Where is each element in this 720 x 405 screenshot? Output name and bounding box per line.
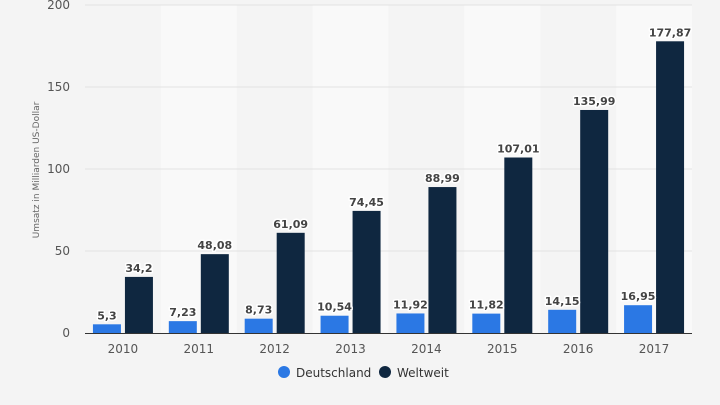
bar-weltweit-2015[interactable] [504, 157, 533, 333]
x-tick-2016: 2016 [563, 342, 594, 356]
bar-weltweit-2013[interactable] [352, 210, 381, 333]
data-label-deutschland-2011: 7,23 [169, 306, 196, 319]
bar-weltweit-2014[interactable] [428, 187, 457, 333]
data-label-weltweit-2010: 34,2 [125, 262, 152, 275]
y-tick-200: 200 [47, 0, 70, 12]
bar-deutschland-2011[interactable] [168, 321, 197, 333]
data-label-weltweit-2013: 74,45 [349, 196, 384, 209]
data-label-deutschland-2013: 10,54 [317, 301, 352, 314]
bar-deutschland-2017[interactable] [624, 305, 653, 333]
legend-item-weltweit[interactable]: Weltweit [379, 366, 449, 380]
y-axis-ticks: 0 50 100 150 200 [47, 0, 70, 340]
data-label-weltweit-2017: 177,87 [649, 26, 691, 39]
bar-deutschland-2010[interactable] [92, 324, 121, 333]
bar-deutschland-2014[interactable] [396, 313, 425, 333]
data-label-deutschland-2012: 8,73 [245, 304, 272, 317]
data-label-weltweit-2015: 107,01 [497, 143, 539, 156]
data-label-weltweit-2014: 88,99 [425, 172, 460, 185]
bar-deutschland-2016[interactable] [548, 309, 577, 333]
bar-deutschland-2015[interactable] [472, 313, 501, 333]
x-tick-2015: 2015 [487, 342, 518, 356]
x-tick-2010: 2010 [108, 342, 139, 356]
data-labels: 5,3 34,2 7,23 48,08 8,73 61,09 10,54 74,45 11,92… [96, 25, 693, 324]
bar-weltweit-2016[interactable] [580, 109, 609, 333]
data-label-deutschland-2016: 14,15 [545, 295, 580, 308]
bar-weltweit-2012[interactable] [276, 232, 305, 333]
x-tick-2012: 2012 [259, 342, 290, 356]
legend-swatch-weltweit [379, 366, 391, 378]
x-tick-2011: 2011 [184, 342, 215, 356]
y-tick-150: 150 [47, 80, 70, 94]
bar-weltweit-2017[interactable] [656, 41, 685, 333]
legend-item-deutschland[interactable]: Deutschland [278, 366, 371, 380]
data-label-weltweit-2016: 135,99 [573, 95, 615, 108]
bars [92, 41, 685, 333]
bar-weltweit-2010[interactable] [124, 276, 153, 333]
legend-label-weltweit: Weltweit [397, 366, 449, 380]
data-label-deutschland-2017: 16,95 [621, 290, 656, 303]
y-tick-0: 0 [62, 326, 70, 340]
y-axis-label: Umsatz in Milliarden US-Dollar [32, 101, 42, 238]
y-tick-100: 100 [47, 162, 70, 176]
bar-deutschland-2012[interactable] [244, 318, 273, 333]
legend-label-deutschland: Deutschland [296, 366, 371, 380]
y-tick-50: 50 [55, 244, 70, 258]
data-label-deutschland-2014: 11,92 [393, 298, 428, 311]
bar-deutschland-2013[interactable] [320, 315, 349, 333]
x-axis-ticks: 2010 2011 2012 2013 2014 2015 2016 2017 [108, 342, 670, 356]
x-tick-2014: 2014 [411, 342, 442, 356]
legend-swatch-deutschland [278, 366, 290, 378]
x-tick-2013: 2013 [335, 342, 366, 356]
data-label-weltweit-2012: 61,09 [273, 218, 308, 231]
bar-weltweit-2011[interactable] [200, 254, 229, 333]
legend: Deutschland Weltweit [278, 366, 449, 380]
data-label-deutschland-2015: 11,82 [469, 299, 504, 312]
data-label-weltweit-2011: 48,08 [197, 239, 232, 252]
data-label-deutschland-2010: 5,3 [97, 309, 117, 322]
x-tick-2017: 2017 [639, 342, 670, 356]
